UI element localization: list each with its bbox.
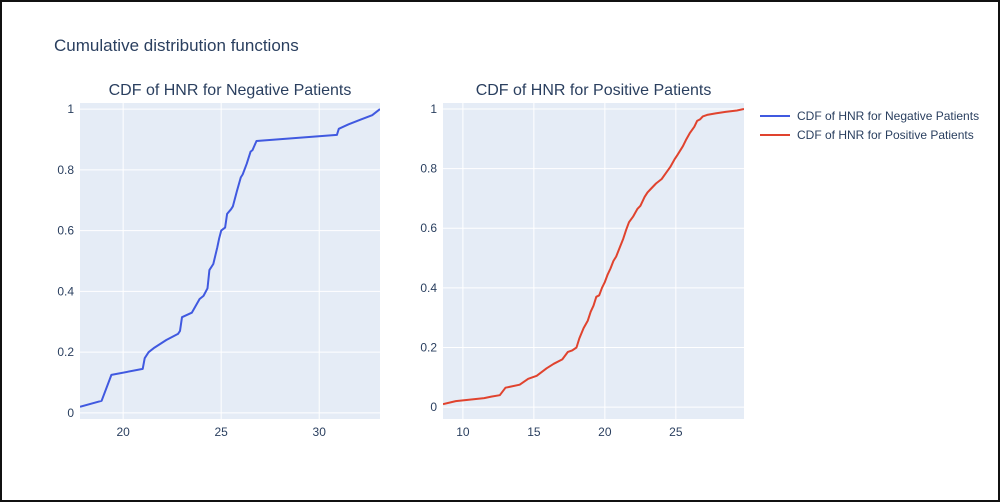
y-tick-label: 1 [430, 102, 437, 116]
x-tick-label: 30 [313, 425, 327, 439]
y-tick-label: 0.4 [420, 281, 437, 295]
y-tick-label: 0.6 [420, 221, 437, 235]
y-tick-label: 0.2 [420, 340, 437, 354]
y-tick-label: 0.2 [57, 345, 74, 359]
x-tick-label: 20 [598, 425, 612, 439]
y-tick-label: 0.8 [57, 163, 74, 177]
y-tick-label: 0.4 [57, 284, 74, 298]
plot-area [80, 103, 380, 419]
series-line [80, 108, 380, 408]
y-tick-label: 0 [67, 406, 74, 420]
x-tick-label: 10 [456, 425, 470, 439]
x-tick-label: 15 [527, 425, 541, 439]
y-tick-label: 0 [430, 400, 437, 414]
figure-title: Cumulative distribution functions [54, 36, 299, 55]
legend-label: CDF of HNR for Positive Patients [797, 128, 974, 142]
plot-area [443, 103, 744, 419]
y-tick-label: 0.8 [420, 162, 437, 176]
subplot-title: CDF of HNR for Negative Patients [109, 82, 352, 99]
subplot-title: CDF of HNR for Positive Patients [476, 82, 712, 99]
y-tick-label: 0.6 [57, 224, 74, 238]
x-tick-label: 20 [116, 425, 130, 439]
legend: CDF of HNR for Negative Patients CDF of H… [760, 109, 979, 142]
subplot-2: 10 15 20 25 0 0.2 0.4 0.6 0.8 1 CDF of HNR for Pos… [420, 82, 744, 439]
x-tick-label: 25 [214, 425, 228, 439]
subplot-1: 20 25 30 0 0.2 0.4 0.6 0.8 1 CDF of HNR for Negat… [57, 82, 380, 439]
legend-label: CDF of HNR for Negative Patients [797, 109, 979, 123]
y-tick-label: 1 [67, 102, 74, 116]
x-tick-label: 25 [669, 425, 683, 439]
series-line [443, 108, 744, 406]
